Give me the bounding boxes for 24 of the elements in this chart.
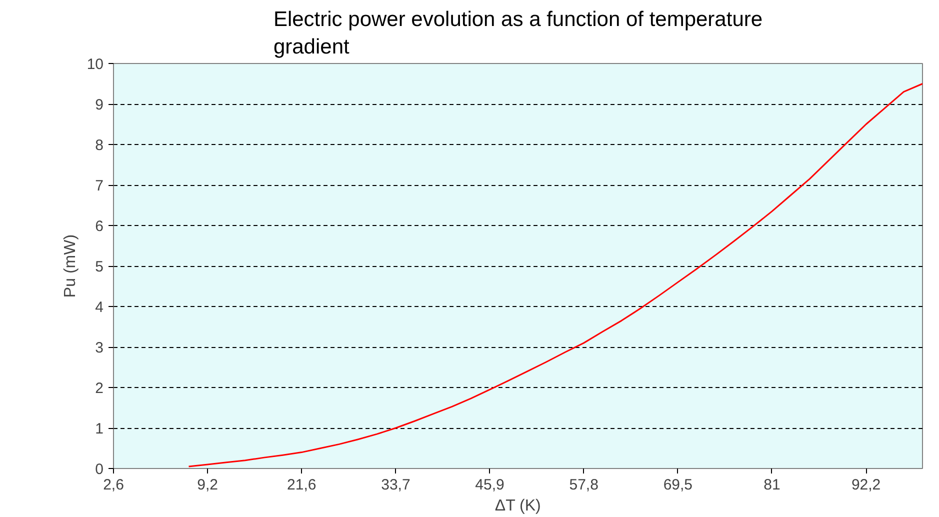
- x-tick-label: 92,2: [851, 476, 881, 494]
- y-tick-label: 1: [95, 420, 104, 438]
- y-tick-label: 7: [95, 178, 104, 194]
- x-tick-label: 57,8: [569, 476, 598, 494]
- x-tick-label: 81: [764, 476, 780, 494]
- x-tick-label: 21,6: [287, 476, 316, 494]
- y-tick-label: 0: [95, 461, 104, 478]
- y-tick-label: 9: [95, 96, 104, 114]
- y-tick-label: 8: [95, 137, 104, 154]
- y-axis-title: Pu (mW): [62, 234, 79, 298]
- x-tick-label: 2,6: [103, 476, 124, 494]
- y-tick-label: 4: [95, 299, 104, 316]
- x-tick-label: 69,5: [663, 476, 693, 494]
- x-tick-label: 45,9: [475, 476, 504, 494]
- y-tick-label: 6: [95, 218, 104, 235]
- line-series: [188, 83, 922, 468]
- x-axis-title: ΔT (K): [494, 498, 541, 514]
- y-tick-label: 3: [95, 340, 104, 356]
- chart-title: Electric power evolution as a function of temperature gradient: [273, 8, 763, 58]
- x-tick-label: 9,2: [197, 476, 218, 494]
- y-tick-label: 2: [95, 380, 104, 397]
- x-tick-label: 33,7: [381, 476, 410, 494]
- y-tick-label: 5: [95, 258, 104, 276]
- y-tick-label: 10: [86, 56, 104, 73]
